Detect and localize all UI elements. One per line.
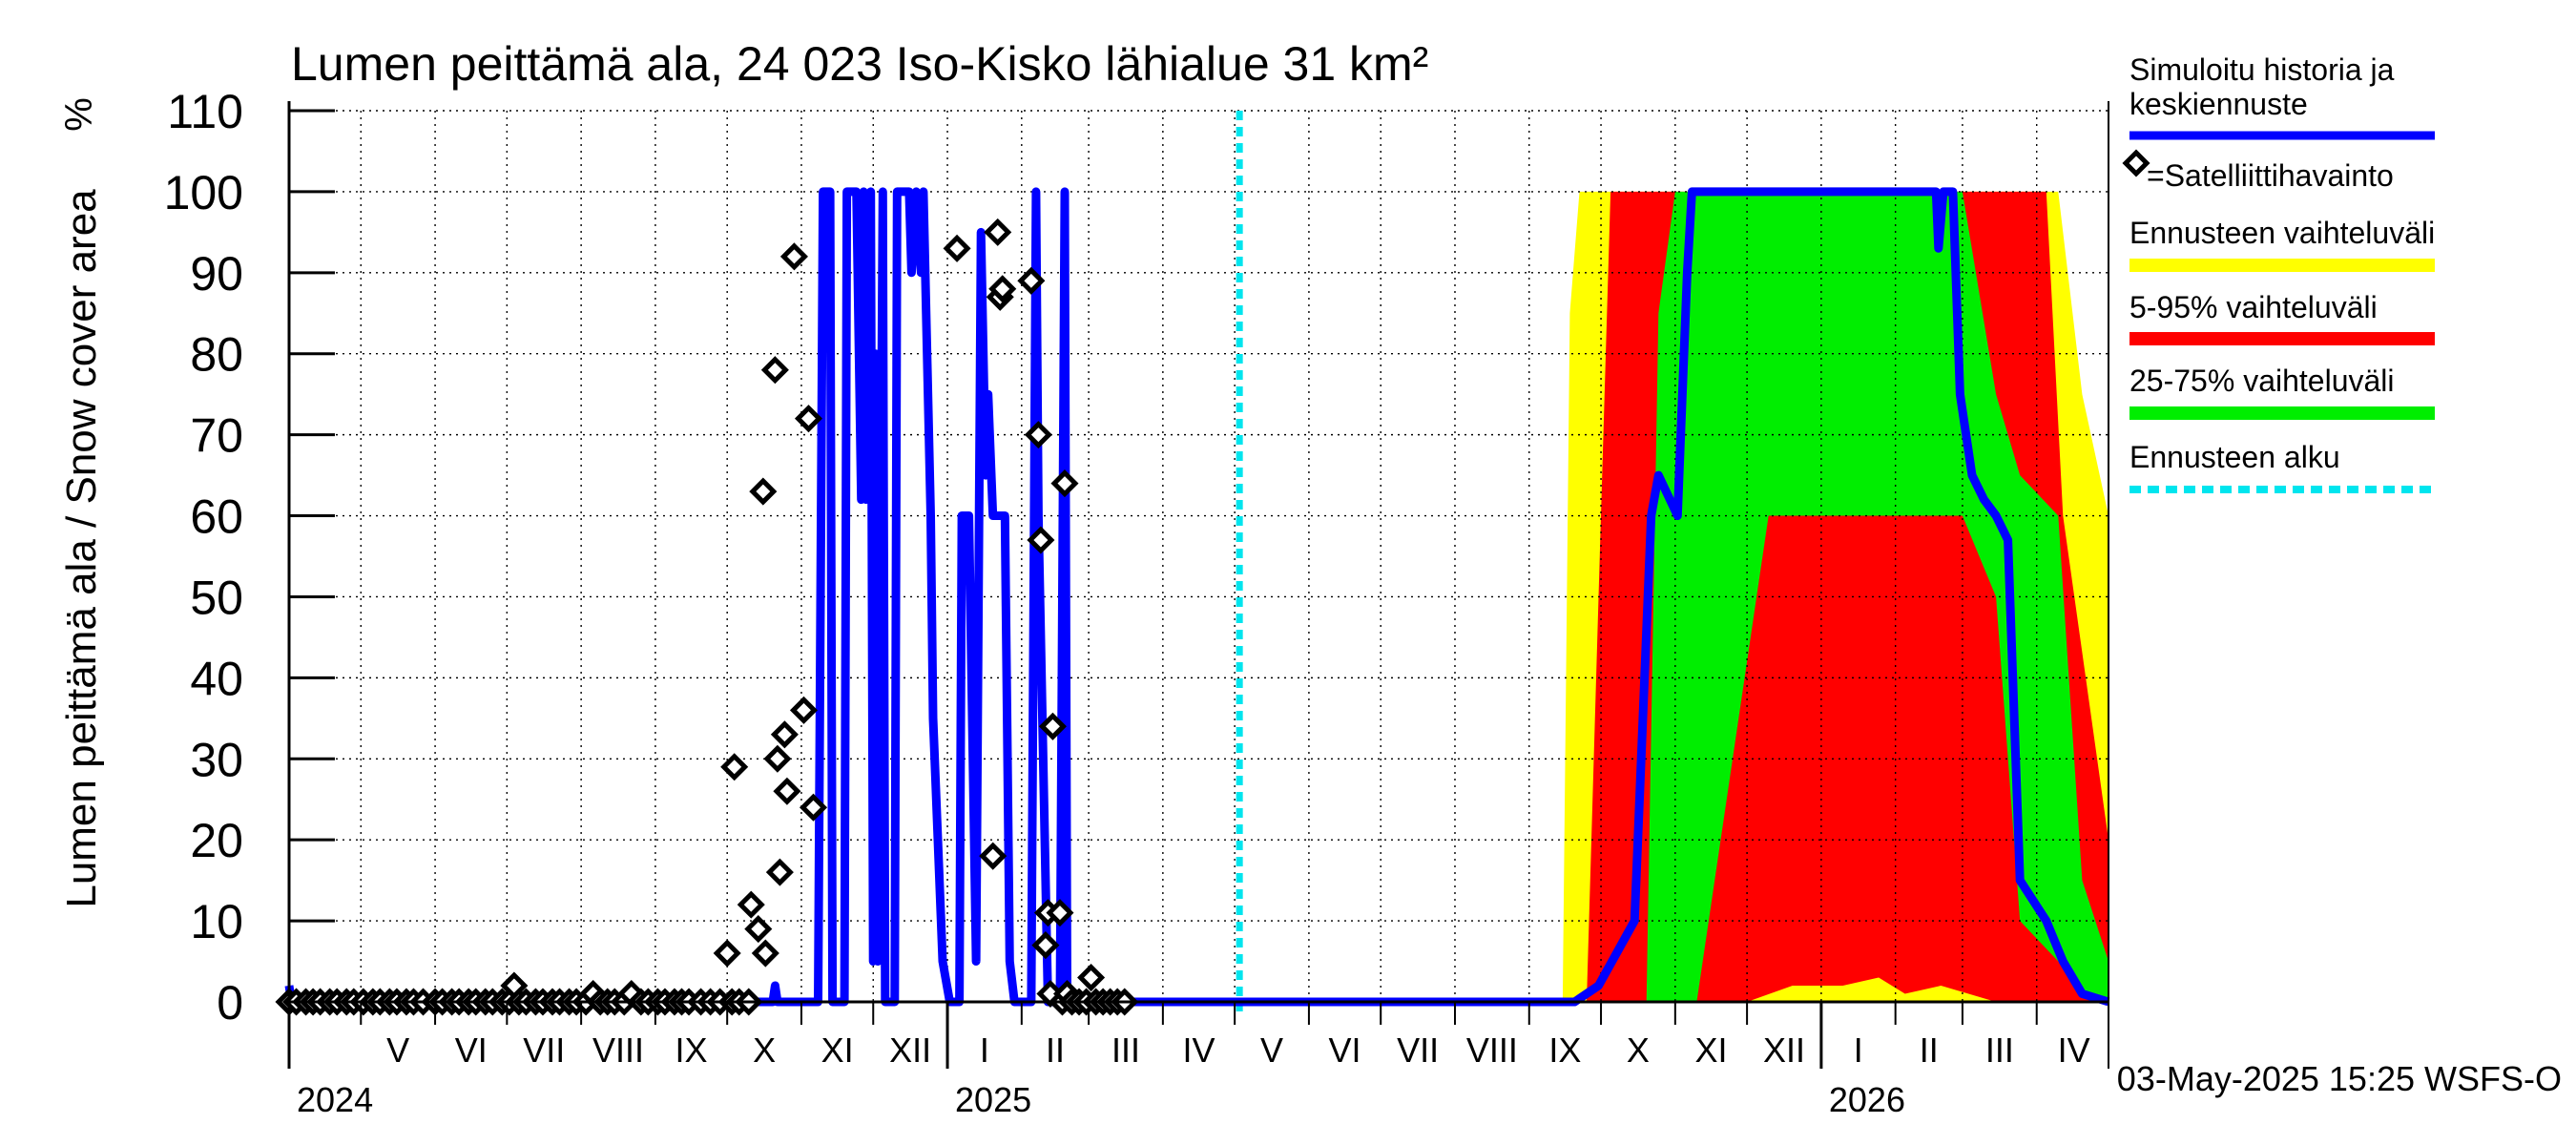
observation-point-77 xyxy=(1024,421,1052,449)
month-label-8: I xyxy=(980,1030,989,1070)
month-label-22: III xyxy=(1985,1030,2014,1070)
observation-point-61 xyxy=(751,939,779,968)
y-tick-label-40: 40 xyxy=(190,652,243,705)
y-axis-label: Lumen peittämä ala / Snow cover area xyxy=(58,189,105,908)
month-label-15: VIII xyxy=(1466,1030,1518,1070)
y-tick-label-10: 10 xyxy=(190,895,243,948)
month-label-7: XII xyxy=(889,1030,931,1070)
month-label-13: VI xyxy=(1329,1030,1361,1070)
forecast-bands xyxy=(1239,191,2109,1002)
y-tick-label-100: 100 xyxy=(164,166,243,219)
observation-point-69 xyxy=(794,405,823,433)
observation-point-82 xyxy=(1038,712,1067,740)
legend-label-band-3: 5-95% vaihteluväli xyxy=(2129,290,2378,324)
mean-line-series xyxy=(284,187,2110,1007)
observation-point-75 xyxy=(988,275,1017,303)
month-label-10: III xyxy=(1111,1030,1140,1070)
month-label-3: VIII xyxy=(592,1030,644,1070)
month-label-21: II xyxy=(1920,1030,1939,1070)
month-label-9: II xyxy=(1046,1030,1065,1070)
legend-label-band-4: 25-75% vaihteluväli xyxy=(2129,364,2395,398)
month-label-14: VII xyxy=(1397,1030,1439,1070)
observation-point-64 xyxy=(765,858,794,886)
observation-point-55 xyxy=(720,753,749,781)
y-tick-label-110: 110 xyxy=(167,85,243,138)
observation-point-79 xyxy=(1031,931,1060,960)
month-label-18: XI xyxy=(1694,1030,1727,1070)
legend-swatch-observation xyxy=(2122,149,2150,177)
observation-point-68 xyxy=(789,696,819,724)
observation-point-73 xyxy=(984,218,1012,246)
legend-label-forecast-start: Ennusteen alku xyxy=(2129,440,2340,474)
y-tick-labels: 0 10 20 30 40 50 60 70 80 90 100 110 xyxy=(164,85,243,1030)
satellite-observations xyxy=(275,218,1139,1016)
month-label-11: IV xyxy=(1182,1030,1215,1070)
y-tick-label-80: 80 xyxy=(190,328,243,382)
y-tick-label-90: 90 xyxy=(190,247,243,301)
year-label-2: 2026 xyxy=(1829,1080,1905,1119)
y-tick-label-60: 60 xyxy=(190,490,243,544)
month-label-23: IV xyxy=(2058,1030,2090,1070)
observation-point-85 xyxy=(1050,469,1079,498)
x-month-labels: V VI VII VIII IX X XI XII I II III IV V VI VII VIII IX X X… xyxy=(297,1030,2090,1119)
month-label-12: V xyxy=(1260,1030,1283,1070)
observation-point-78 xyxy=(1027,526,1055,554)
month-label-4: IX xyxy=(675,1030,708,1070)
year-label-1: 2025 xyxy=(955,1080,1031,1119)
observation-point-66 xyxy=(773,777,801,805)
observation-point-63 xyxy=(763,744,792,773)
month-label-20: I xyxy=(1854,1030,1863,1070)
month-label-2: VII xyxy=(523,1030,565,1070)
y-tick-label-50: 50 xyxy=(190,571,243,624)
observation-point-71 xyxy=(943,234,971,262)
observation-point-72 xyxy=(979,842,1008,870)
observation-point-58 xyxy=(737,890,765,919)
observation-point-65 xyxy=(770,720,799,749)
observation-point-59 xyxy=(744,915,773,944)
observation-point-90 xyxy=(1077,963,1106,992)
y-tick-label-70: 70 xyxy=(190,409,243,463)
month-label-6: XI xyxy=(821,1030,854,1070)
mean-line xyxy=(284,187,2110,1007)
month-label-16: IX xyxy=(1548,1030,1581,1070)
chart-title: Lumen peittämä ala, 24 023 Iso-Kisko läh… xyxy=(291,37,1428,91)
legend-label-band-2: Ennusteen vaihteluväli xyxy=(2129,216,2435,250)
month-label-0: V xyxy=(386,1030,409,1070)
y-tick-label-20: 20 xyxy=(190,814,243,867)
observation-point-83 xyxy=(1046,899,1074,927)
y-axis-unit: % xyxy=(58,97,100,132)
grid-lines xyxy=(289,110,2109,1002)
month-label-19: XII xyxy=(1763,1030,1805,1070)
observation-point-67 xyxy=(779,242,808,271)
legend-label-observation: =Satelliittihavainto xyxy=(2147,158,2394,193)
observation-point-76 xyxy=(1017,266,1046,295)
axes xyxy=(287,101,2109,1069)
month-label-17: X xyxy=(1627,1030,1650,1070)
legend: Simuloitu historia ja keskiennuste =Satell… xyxy=(2122,52,2435,493)
y-tick-label-30: 30 xyxy=(190,733,243,786)
footer-timestamp: 03-May-2025 15:25 WSFS-O xyxy=(2117,1059,2562,1098)
year-label-0: 2024 xyxy=(297,1080,373,1119)
month-label-1: VI xyxy=(455,1030,488,1070)
month-label-5: X xyxy=(753,1030,776,1070)
observation-point-53 xyxy=(713,939,741,968)
band-3 xyxy=(1239,191,2109,1002)
y-tick-label-0: 0 xyxy=(217,976,243,1030)
legend-label-mean: Simuloitu historia ja keskiennuste xyxy=(2129,52,2395,121)
observation-point-62 xyxy=(760,356,789,385)
observation-point-60 xyxy=(749,477,778,506)
observation-point-70 xyxy=(799,793,828,822)
